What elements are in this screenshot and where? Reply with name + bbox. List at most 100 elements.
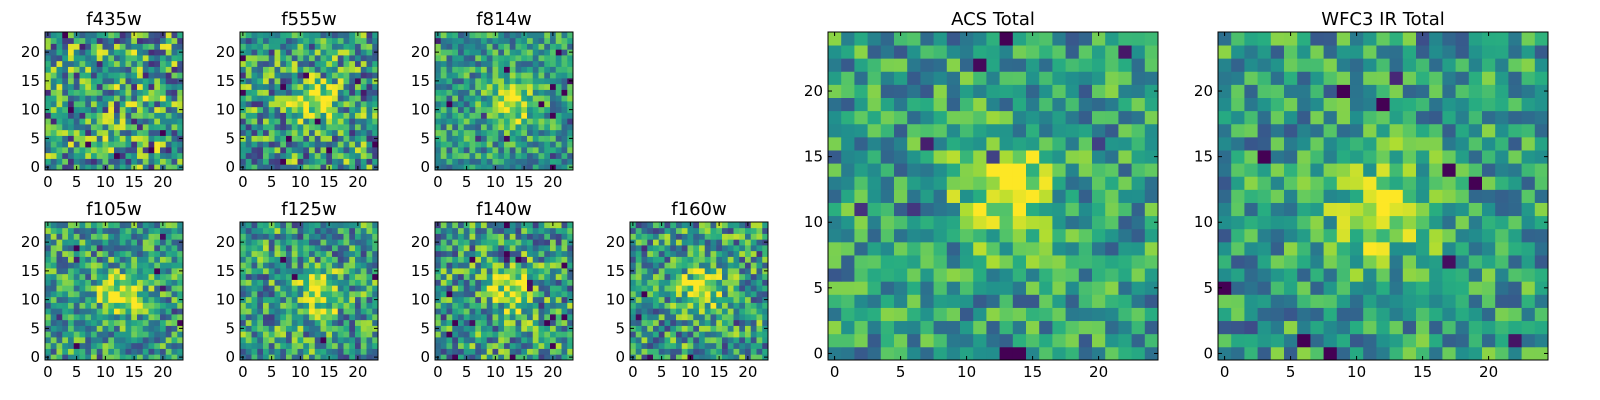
heatmap-cell [739, 302, 746, 309]
y-tick-label: 10 [606, 291, 625, 309]
heatmap-cell [154, 308, 161, 315]
heatmap-cell [50, 279, 57, 286]
heatmap-cell [670, 256, 677, 263]
heatmap-cell [920, 45, 934, 59]
heatmap-cell [733, 233, 740, 240]
heatmap-cell [960, 45, 974, 59]
heatmap-cell [360, 331, 367, 338]
heatmap-cell [973, 97, 987, 112]
heatmap-cell [527, 89, 534, 96]
heatmap-cell [309, 256, 316, 263]
heatmap-cell [50, 158, 57, 165]
heatmap-cell [142, 227, 149, 234]
heatmap-cell [550, 239, 557, 246]
heatmap-cell [177, 250, 184, 257]
heatmap-cell [960, 58, 974, 72]
heatmap-cell [561, 227, 568, 234]
heatmap-cell [274, 112, 281, 119]
heatmap-cell [245, 302, 252, 309]
heatmap-cell [727, 348, 734, 355]
heatmap-cell [102, 101, 109, 108]
heatmap-cell [154, 285, 161, 292]
heatmap-cell [555, 106, 562, 113]
y-tick-label: 0 [420, 348, 430, 366]
heatmap-cell [561, 256, 568, 263]
heatmap-cell [337, 250, 344, 257]
heatmap-cell [504, 354, 511, 361]
heatmap-cell [286, 308, 293, 315]
heatmap-cell [475, 60, 482, 67]
heatmap-cell [492, 285, 499, 292]
heatmap-cell [171, 55, 178, 62]
heatmap-cell [521, 279, 528, 286]
heatmap-cell [268, 129, 275, 136]
heatmap-cell [360, 106, 367, 113]
heatmap-cell [372, 250, 379, 257]
heatmap-cell [481, 245, 488, 252]
heatmap-cell [452, 101, 459, 108]
heatmap-cell [1065, 97, 1080, 112]
heatmap-cell [268, 43, 275, 50]
heatmap-cell [658, 268, 665, 275]
heatmap-cell [45, 129, 52, 136]
heatmap-cell [50, 308, 57, 315]
heatmap-cell [515, 152, 522, 159]
heatmap-cell [567, 112, 574, 119]
heatmap-cell [469, 325, 476, 332]
heatmap-cell [251, 78, 258, 85]
heatmap-cell [280, 158, 287, 165]
heatmap-cell [1363, 333, 1377, 348]
heatmap-cell [240, 101, 247, 108]
heatmap-cell [745, 256, 752, 263]
heatmap-cell [131, 66, 138, 73]
heatmap-cell [119, 89, 126, 96]
heatmap-cell [263, 319, 270, 326]
heatmap-cell [320, 55, 327, 62]
heatmap-cell [177, 124, 184, 131]
heatmap-cell [561, 141, 568, 148]
heatmap-cell [343, 250, 350, 257]
heatmap-cell [1534, 346, 1549, 361]
heatmap-cell [555, 314, 562, 321]
heatmap-cell [343, 55, 350, 62]
heatmap-cell [630, 256, 637, 263]
heatmap-cell [291, 354, 298, 361]
heatmap-cell [245, 37, 252, 44]
heatmap-cell [102, 112, 109, 119]
heatmap-cell [343, 239, 350, 246]
heatmap-cell [946, 163, 961, 177]
heatmap-cell [538, 325, 545, 332]
heatmap-cell [509, 256, 516, 263]
heatmap-cell [521, 89, 528, 96]
heatmap-cell [349, 164, 356, 171]
heatmap-cell [475, 66, 482, 73]
heatmap-cell [56, 141, 63, 148]
heatmap-cell [469, 66, 476, 73]
heatmap-cell [630, 331, 637, 338]
heatmap-cell [532, 135, 539, 142]
heatmap-cell [355, 331, 362, 338]
heatmap-cell [291, 112, 298, 119]
heatmap-cell [452, 342, 459, 349]
heatmap-cell [498, 250, 505, 257]
heatmap-cell [148, 342, 155, 349]
heatmap-cell [907, 241, 921, 256]
heatmap-cell [119, 129, 126, 136]
heatmap-cell [920, 32, 934, 46]
heatmap-cell [504, 342, 511, 349]
heatmap-cell [263, 314, 270, 321]
heatmap-cell [756, 348, 763, 355]
heatmap-cell [257, 279, 264, 286]
heatmap-cell [1065, 58, 1080, 72]
heatmap-cell [142, 268, 149, 275]
heatmap-cell [435, 89, 442, 96]
heatmap-cell [114, 89, 121, 96]
heatmap-cell [171, 147, 178, 154]
heatmap-cell [458, 129, 465, 136]
heatmap-cell [1065, 45, 1080, 59]
heatmap-cell [148, 354, 155, 361]
heatmap-cell [251, 106, 258, 113]
heatmap-cell [332, 222, 339, 229]
heatmap-cell [286, 106, 293, 113]
